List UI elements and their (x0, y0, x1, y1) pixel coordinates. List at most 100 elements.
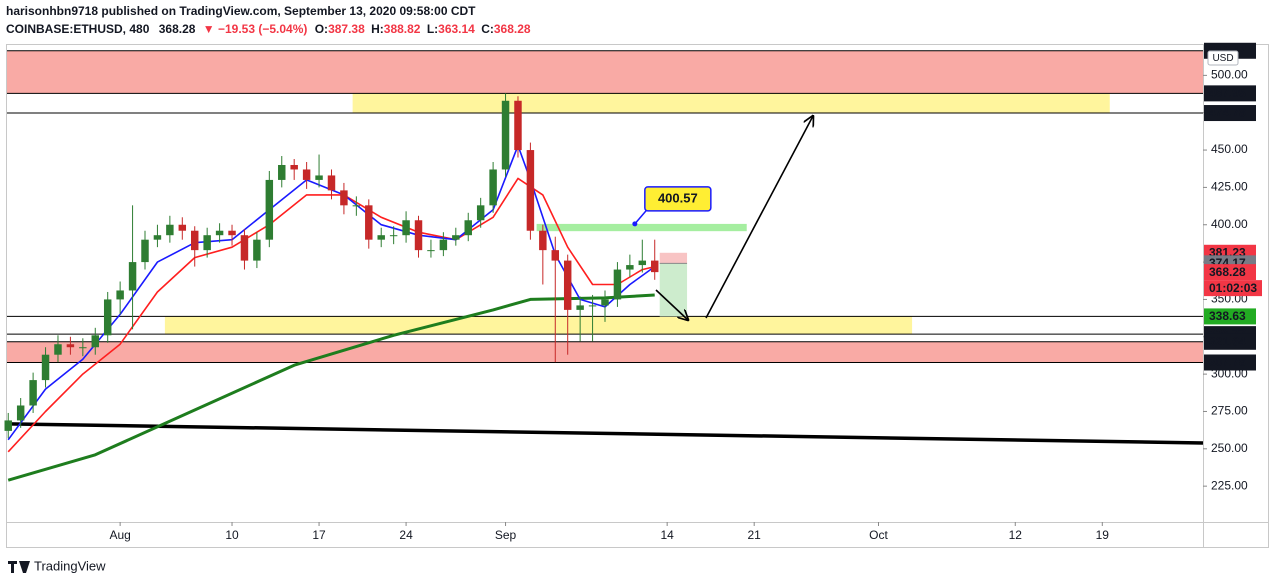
ohlc-key: L: (427, 22, 438, 36)
candle-body (191, 230, 199, 251)
candle-body (638, 260, 647, 266)
currency-box (1207, 50, 1239, 66)
zone (7, 341, 1203, 363)
x-tick-label: 21 (748, 528, 762, 542)
candle-body (178, 224, 187, 231)
candle-body (153, 235, 162, 240)
candle-body (141, 239, 149, 263)
arrow-down (655, 289, 688, 320)
ohlc-key: C: (481, 22, 494, 36)
ohlc-value: 388.82 (384, 22, 421, 36)
x-tick-label: 17 (312, 528, 326, 542)
candle-body (103, 299, 112, 336)
candle-body (66, 344, 75, 348)
candle-body (476, 205, 485, 221)
candle-body (613, 269, 622, 300)
price-tag (1204, 264, 1256, 281)
candle-body (4, 420, 12, 431)
candle-body (452, 235, 460, 240)
candle-body (240, 235, 249, 261)
x-tick-label: 12 (1009, 528, 1023, 542)
candle-body (166, 224, 174, 236)
candle-body (116, 290, 124, 300)
candle-body (389, 235, 398, 237)
change: ▼ −19.53 (−5.04%) (203, 22, 308, 36)
candle-body (290, 164, 298, 170)
position-stop (659, 252, 688, 264)
candle-body (302, 169, 311, 180)
candle-body (16, 405, 25, 421)
x-tick-label: 19 (1096, 528, 1110, 542)
candle-body (514, 100, 522, 151)
countdown-box (1204, 280, 1262, 297)
zone (536, 223, 747, 232)
candle-body (278, 164, 286, 180)
price-tag-label: 307.78 (1209, 355, 1246, 369)
y-tick-label: 425.00 (1211, 180, 1248, 194)
candle-body (29, 380, 37, 406)
candle-body (489, 169, 497, 206)
candle-body (128, 262, 137, 291)
symbol-line: COINBASE:ETHUSD, 480 368.28 ▼ −19.53 (−5… (6, 22, 531, 36)
axes: 225.00250.00275.00300.00325.00350.00375.… (109, 42, 1262, 542)
candle-body (588, 305, 597, 307)
x-tick-label: 24 (399, 528, 413, 542)
ohlc-value: 368.28 (494, 22, 531, 36)
trendline (6, 422, 1204, 445)
position-target (659, 263, 688, 317)
candle-body (340, 190, 348, 206)
symbol: COINBASE:ETHUSD, 480 (6, 22, 150, 36)
price-tag (1204, 105, 1256, 122)
candle-body (327, 175, 336, 191)
candle-body (576, 305, 584, 310)
y-tick-label: 225.00 (1211, 478, 1248, 492)
brand: TradingView (34, 558, 106, 573)
candle-body (402, 220, 410, 236)
price-tag (1204, 308, 1256, 325)
price-tag-label: 321.64 (1209, 334, 1246, 348)
ohlc-key: H: (371, 22, 384, 36)
candle-body (651, 260, 659, 273)
x-tick-label: Oct (869, 528, 888, 542)
plot: 400.57 (4, 50, 1204, 482)
y-tick-label: 400.00 (1211, 217, 1248, 231)
candle-body (526, 150, 535, 231)
candle-body (365, 205, 373, 240)
candle-body (601, 299, 609, 306)
candle-body (215, 230, 224, 236)
price-tag-label: 338.63 (1209, 309, 1246, 323)
ohlc-value: 363.14 (438, 22, 475, 36)
candle-body (265, 179, 274, 240)
candle-body (91, 335, 99, 348)
candle-body (551, 250, 559, 261)
annotation-point (632, 221, 638, 227)
candle-body (253, 239, 261, 261)
currency: USD (1212, 53, 1233, 64)
price: 368.28 (159, 22, 196, 36)
x-tick-label: Aug (109, 528, 130, 542)
candle-body (54, 344, 62, 355)
candle-body (626, 265, 634, 270)
annotation-pointer (634, 209, 648, 225)
candle-body (563, 260, 572, 310)
candle-body (377, 235, 385, 240)
logo (8, 561, 30, 573)
annotation-label: 400.57 (658, 190, 698, 205)
price-tag (1204, 85, 1256, 102)
candle-body (79, 347, 87, 349)
candle-body (203, 235, 211, 251)
x-tick-label: 14 (660, 528, 674, 542)
candle-body (352, 205, 361, 207)
candle-body (539, 230, 547, 251)
candle-body (414, 220, 423, 251)
candle-body (501, 100, 510, 170)
price-tag-label: 368.28 (1209, 265, 1246, 279)
price-tag (1204, 333, 1256, 350)
x-tick-label: 10 (225, 528, 239, 542)
zone (7, 50, 1203, 94)
ohlc-value: 387.38 (328, 22, 365, 36)
annotation-box (644, 186, 712, 212)
y-tick-label: 275.00 (1211, 404, 1248, 418)
candle-body (464, 220, 472, 236)
